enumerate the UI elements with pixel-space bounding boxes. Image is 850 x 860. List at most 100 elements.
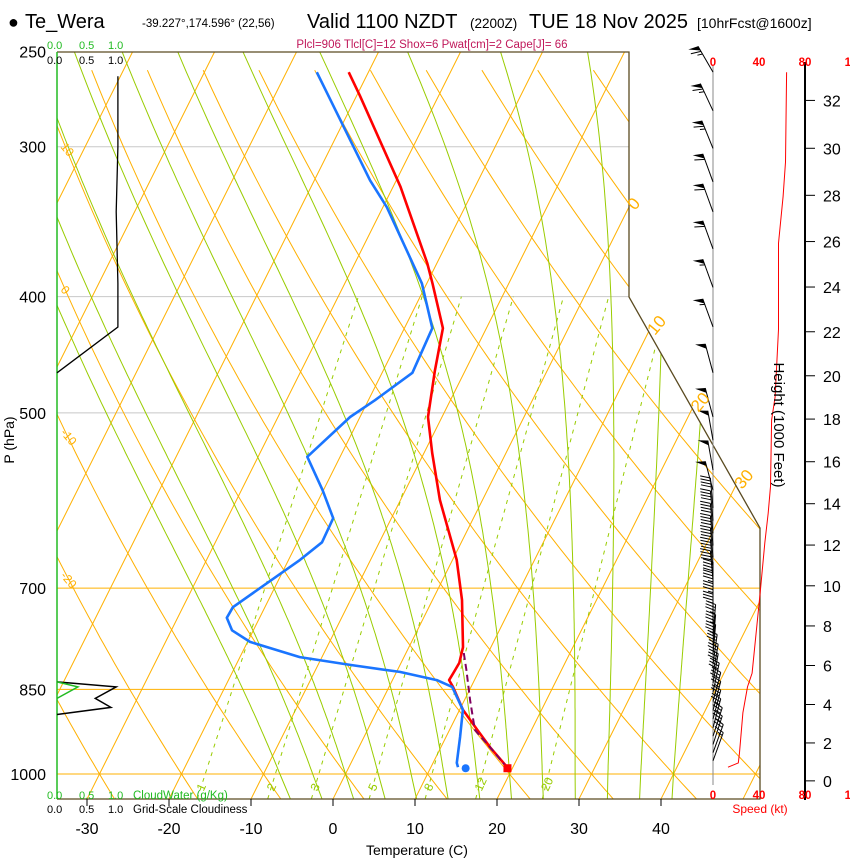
wind-barb [710,666,722,702]
barb-segment [700,478,711,482]
barb-segment [707,632,717,638]
barb-segment [700,488,711,492]
height-tick-label: 10 [823,579,841,596]
barb-segment [709,515,714,546]
wind-barb [697,440,714,471]
barb-flag [697,410,709,416]
pressure-tick-label: 500 [19,406,46,423]
wind-barb [710,692,722,728]
pressure-tick-label: 400 [19,290,46,307]
barb-segment [700,481,712,485]
wind-barb [688,45,714,73]
temperature-tick-label: -30 [75,821,98,838]
barb-flag [692,183,705,189]
moist-adiabat-line [407,51,544,799]
barb-segment [714,701,720,705]
mixing-ratio-line [368,296,514,800]
barb-segment [700,545,712,549]
barb-segment [700,531,712,535]
wind-panel: 0040408080121202468101214161820222426283… [688,45,850,802]
barb-segment [702,593,714,598]
dry-adiabat-line [91,70,531,800]
height-tick-label: 20 [823,369,841,386]
barb-segment [694,158,705,161]
barb-segment [717,731,723,736]
wind-barb [712,717,724,753]
barb-segment [707,590,714,594]
wind-barb [712,701,723,737]
barb-segment [714,684,720,688]
barb-segment [712,653,719,684]
barb-segment [697,45,714,73]
plot-frame [56,51,761,800]
mixing-ratio-line [310,296,462,800]
barb-flag [692,298,705,304]
barb-segment [702,590,714,595]
temperature-tick-label: 0 [329,821,338,838]
mixing-ratio-label: 20 [538,775,556,793]
barb-segment [704,461,714,491]
height-tick-label: 28 [823,188,841,205]
wind-barb [695,343,714,373]
barb-segment [705,616,716,622]
dry-adiabat-line [0,125,365,800]
speed-tick-label: 80 [799,57,812,69]
wind-barb [690,83,714,111]
cloudwater-tick-top: 0.0 [47,40,62,52]
barb-segment [700,506,712,510]
barb-segment [702,583,714,588]
barb-segment [699,83,714,111]
moist-adiabat-line [32,51,355,800]
barb-segment [693,125,705,128]
isotherm-line [0,51,298,647]
barb-segment [712,732,724,761]
barb-flag [691,120,704,126]
barb-segment [700,500,711,504]
dewpoint-line [225,71,465,768]
dry-adiabat-line [0,588,115,800]
speed-tick-label: 12 [845,790,850,802]
height-tick-label: 32 [823,93,841,110]
dry-adiabat-line [369,69,850,707]
barb-segment [708,639,719,645]
sounding-profiles [225,71,512,773]
pressure-tick-label: 1000 [10,767,46,784]
barb-segment [711,675,722,682]
barb-segment [711,684,722,691]
wind-barb [700,488,714,521]
barb-segment [700,491,711,495]
height-tick-label: 2 [823,736,832,753]
barb-segment [694,225,705,228]
barb-segment [702,298,714,328]
barb-flag [692,220,705,226]
height-tick-label: 22 [823,325,841,342]
barb-segment [698,91,705,94]
pressure-tick-label: 250 [19,45,46,62]
cloud-panel [56,76,119,716]
wind-barb [695,387,714,418]
barb-segment [712,724,724,753]
wind-barb [692,220,714,250]
cloudiness-line-low [56,681,119,716]
barb-segment [700,528,711,532]
valid-time: Valid 1100 NZDT [307,11,457,33]
barb-flag [690,83,703,89]
mixing-ratio-line [196,296,359,800]
wind-barb [712,725,724,761]
station-bullet: ● [8,12,19,32]
moist-adiabat-line [0,63,323,800]
y-axis-title: P (hPa) [1,416,17,463]
mixing-ratio-line [541,296,669,800]
barb-segment [709,660,719,667]
barb-segment [702,561,714,566]
temperature-tick-label: 40 [652,821,670,838]
barb-segment [700,494,712,498]
barb-segment [700,554,712,558]
temperature-tick-label: -20 [157,821,180,838]
wind-barb [707,648,719,684]
barb-segment [702,567,714,572]
barb-segment [690,50,702,55]
height-tick-label: 16 [823,455,841,472]
forecast-run: [10hrFcst@1600z] [697,15,812,31]
speed-tick-label: 40 [753,790,766,802]
